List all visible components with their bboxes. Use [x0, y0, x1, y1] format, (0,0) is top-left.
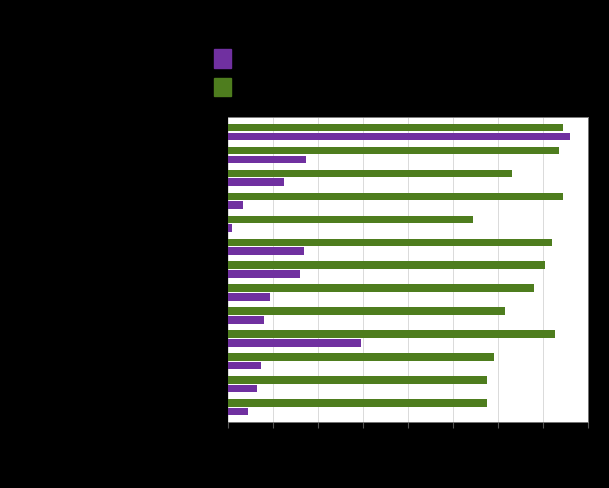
FancyBboxPatch shape [214, 78, 231, 96]
Bar [228, 262, 544, 269]
Bar [228, 133, 569, 140]
Bar [228, 247, 304, 255]
Bar [228, 362, 261, 369]
Bar [228, 330, 555, 338]
Bar [228, 316, 264, 324]
Bar [228, 270, 300, 278]
Bar [228, 293, 270, 301]
FancyBboxPatch shape [214, 49, 231, 68]
Bar [228, 408, 248, 415]
Bar [228, 239, 552, 246]
Bar [228, 216, 473, 223]
Bar [228, 307, 505, 315]
Bar [228, 376, 487, 384]
Bar [228, 339, 361, 346]
Bar [228, 224, 232, 232]
Bar [228, 353, 495, 361]
Bar [228, 193, 563, 200]
Bar [228, 399, 487, 407]
Bar [228, 202, 243, 209]
Bar [228, 179, 284, 186]
Bar [228, 385, 257, 392]
Bar [228, 147, 559, 154]
Bar [228, 156, 306, 163]
Text: Waste amounts (tonnes): Waste amounts (tonnes) [238, 52, 391, 65]
Bar [228, 170, 512, 177]
Bar [228, 124, 563, 131]
Bar [228, 285, 533, 292]
Text: Pure fractions (per cent): Pure fractions (per cent) [238, 81, 390, 94]
